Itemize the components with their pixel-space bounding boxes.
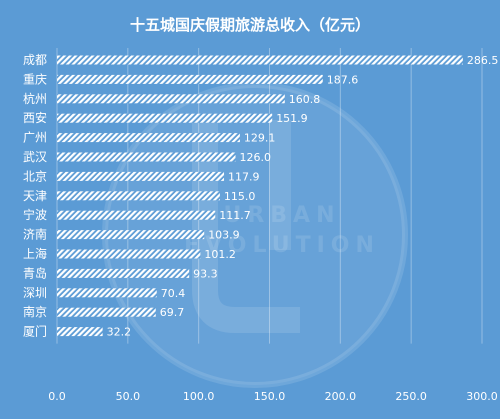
value-label: 286.5 (467, 54, 499, 67)
bar (57, 210, 216, 220)
category-label: 宁波 (23, 207, 47, 222)
category-label: 西安 (23, 110, 47, 125)
x-tick-label: 300.0 (466, 390, 498, 403)
category-label: 青岛 (23, 265, 47, 280)
value-label: 103.9 (208, 229, 240, 242)
x-axis-ticks: 0.0 50.0 100.0 150.0 200.0 250.0 300.0 (48, 390, 498, 403)
category-label: 厦门 (23, 324, 47, 339)
bar (57, 133, 240, 143)
value-label: 111.7 (219, 209, 251, 222)
value-label: 115.0 (224, 190, 256, 203)
bar (57, 171, 225, 181)
value-label: 117.9 (228, 170, 260, 183)
watermark-line-2: EVOLUTION (184, 233, 380, 258)
chart-title: 十五城国庆假期旅游总收入（亿元） (130, 16, 370, 34)
bar (57, 230, 205, 240)
bar (57, 268, 190, 278)
value-label: 126.0 (240, 151, 272, 164)
bar (57, 152, 236, 162)
value-label: 70.4 (161, 287, 186, 300)
x-tick-label: 250.0 (395, 390, 427, 403)
value-label: 93.3 (193, 267, 218, 280)
bar (57, 288, 157, 298)
category-label: 成都 (23, 53, 47, 67)
category-label: 广州 (23, 131, 47, 145)
bar (57, 249, 201, 259)
value-label: 151.9 (276, 112, 308, 125)
value-label: 129.1 (244, 132, 276, 145)
category-label: 上海 (23, 246, 47, 261)
bar (57, 74, 323, 84)
x-tick-label: 100.0 (183, 390, 215, 403)
bar (57, 327, 103, 337)
value-label: 69.7 (160, 306, 185, 319)
category-label: 重庆 (23, 72, 47, 86)
category-label: 武汉 (23, 150, 47, 164)
category-label: 南京 (23, 304, 47, 319)
value-label: 187.6 (327, 73, 359, 86)
bar (57, 55, 463, 65)
x-tick-label: 0.0 (48, 390, 66, 403)
category-label: 深圳 (23, 286, 47, 300)
bar (57, 94, 285, 104)
x-tick-label: 200.0 (325, 390, 357, 403)
category-label: 天津 (23, 189, 47, 203)
value-label: 101.2 (204, 248, 236, 261)
watermark-line-1: URBAN (223, 203, 340, 228)
bars (57, 55, 463, 337)
category-label: 杭州 (23, 91, 47, 106)
bar (57, 307, 156, 317)
bar (57, 191, 220, 201)
x-tick-label: 50.0 (116, 390, 141, 403)
value-label: 160.8 (289, 93, 321, 106)
bar (57, 113, 273, 123)
category-label: 济南 (23, 227, 47, 242)
value-label: 32.2 (107, 326, 132, 339)
category-label: 北京 (23, 169, 47, 183)
x-tick-label: 150.0 (254, 390, 286, 403)
